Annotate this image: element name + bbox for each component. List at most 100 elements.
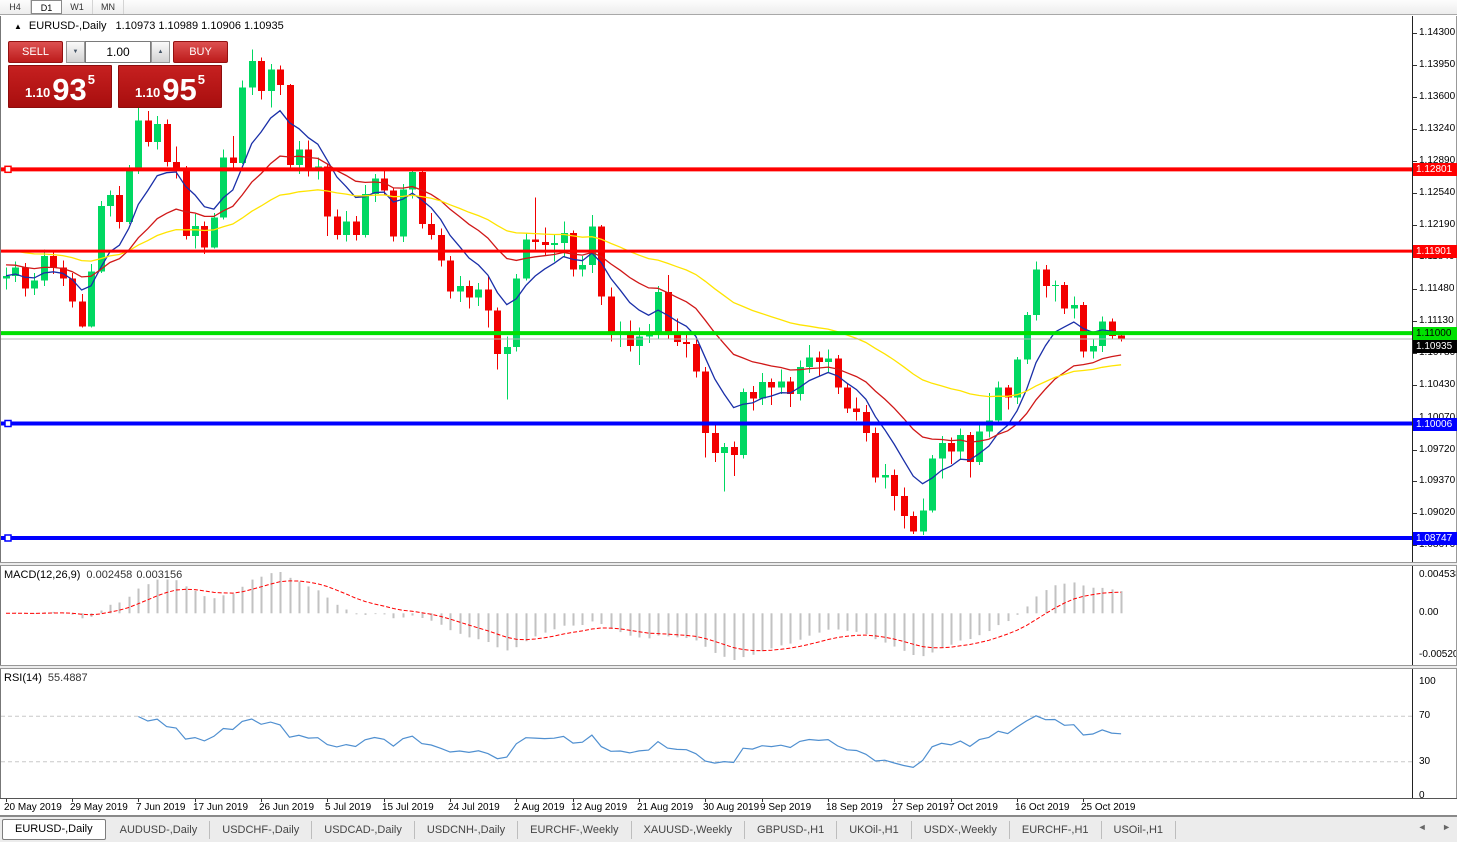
candle-body <box>268 69 275 92</box>
candle-body <box>750 392 757 399</box>
candle-body <box>683 342 690 345</box>
chart-tab-gbpusd-h1[interactable]: GBPUSD-,H1 <box>745 820 838 839</box>
candle-body <box>107 194 114 206</box>
candle-body <box>50 255 57 268</box>
candle-body <box>901 495 908 516</box>
date-tick-mark <box>72 799 73 802</box>
date-label: 25 Oct 2019 <box>1081 802 1136 813</box>
chart-tab-usoil-h1[interactable]: USOil-,H1 <box>1102 820 1177 839</box>
candle-body <box>853 408 860 413</box>
price-tick-label: 1.09020 <box>1419 507 1456 519</box>
candle-body <box>910 515 917 532</box>
volume-input[interactable] <box>85 41 151 63</box>
buy-price-sup: 5 <box>197 72 206 87</box>
price-tick-mark <box>1413 545 1417 546</box>
date-label: 17 Jun 2019 <box>193 802 249 813</box>
timeframe-button-w1[interactable]: W1 <box>62 0 93 14</box>
chart-tab-usdcad-daily[interactable]: USDCAD-,Daily <box>312 820 415 839</box>
candle-body <box>1052 284 1059 286</box>
chart-tab-eurusd-daily[interactable]: EURUSD-,Daily <box>2 819 106 840</box>
volume-decrease-button[interactable]: ▼ <box>66 41 85 63</box>
chart-ohlc-values: 1.10973 1.10989 1.10906 1.10935 <box>115 20 284 32</box>
volume-increase-button[interactable]: ▲ <box>151 41 170 63</box>
date-tick-mark <box>450 799 451 802</box>
sell-button[interactable]: SELL <box>8 41 63 63</box>
candle-body <box>1071 304 1078 309</box>
candle-body <box>220 157 227 218</box>
price-tick-label: 1.13950 <box>1419 58 1456 70</box>
candle-body <box>41 255 48 281</box>
chart-tab-eurchf-h1[interactable]: EURCHF-,H1 <box>1010 820 1102 839</box>
one-click-trade-panel: SELL ▼ ▲ BUY 1.10 93 5 1.10 95 5 <box>8 41 234 108</box>
buy-button[interactable]: BUY <box>173 41 228 63</box>
buy-price-prefix: 1.10 <box>134 85 161 100</box>
support-line-upper-handle[interactable] <box>4 419 12 428</box>
candle-body <box>485 289 492 311</box>
candle-body <box>891 474 898 496</box>
price-tick-mark <box>1413 513 1417 515</box>
tab-nav-left-icon[interactable]: ◄ <box>1417 822 1427 832</box>
macd-value-main: 0.002458 <box>86 569 133 581</box>
date-tick-mark <box>1083 799 1084 802</box>
ma-fast-line <box>5 109 1122 485</box>
candle-body <box>816 357 823 363</box>
candle-body <box>305 149 312 170</box>
candle-body <box>1005 387 1012 398</box>
timeframe-toolbar: H4 D1 W1 MN <box>0 0 1457 15</box>
date-label: 29 May 2019 <box>70 802 128 813</box>
price-tick-label: 1.12190 <box>1419 218 1456 230</box>
candle-body <box>1061 284 1068 309</box>
chart-tab-audusd-daily[interactable]: AUDUSD-,Daily <box>108 820 211 839</box>
price-tick-label: 1.13600 <box>1419 90 1456 102</box>
timeframe-button-d1[interactable]: D1 <box>31 0 62 14</box>
date-label: 15 Jul 2019 <box>382 802 434 813</box>
resistance-line-upper-handle[interactable] <box>4 165 12 174</box>
timeframe-button-mn[interactable]: MN <box>93 0 124 14</box>
sell-price-box[interactable]: 1.10 93 5 <box>8 65 112 108</box>
sell-price-prefix: 1.10 <box>24 85 51 100</box>
chart-tabbar: EURUSD-,Daily AUDUSD-,Daily USDCHF-,Daily U… <box>0 816 1457 842</box>
chart-symbol-title: EURUSD-,Daily <box>28 20 107 32</box>
candle-body <box>598 226 605 297</box>
sell-price-sup: 5 <box>87 72 96 87</box>
macd-rsi-divider[interactable] <box>0 665 1457 669</box>
current-price-tag: 1.10935 <box>1413 340 1457 354</box>
macd-panel-plot[interactable] <box>0 567 1412 666</box>
candle-body <box>787 381 794 395</box>
main-macd-divider[interactable] <box>0 562 1457 566</box>
collapse-triangle-icon[interactable]: ▲ <box>14 22 22 31</box>
support-line-lower-handle[interactable] <box>4 534 12 542</box>
candle-body <box>674 333 681 343</box>
candle-body <box>948 443 955 452</box>
candle-body <box>835 358 842 388</box>
candle-body <box>1118 335 1125 340</box>
tab-nav-right-icon[interactable]: ► <box>1442 822 1451 832</box>
chart-tab-usdchf-daily[interactable]: USDCHF-,Daily <box>210 820 313 839</box>
date-label: 5 Jul 2019 <box>325 802 372 813</box>
candle-body <box>447 260 454 292</box>
candle-body <box>164 123 171 163</box>
chart-tab-usdcnh-daily[interactable]: USDCNH-,Daily <box>415 820 519 839</box>
chart-tab-ukoil-h1[interactable]: UKOil-,H1 <box>837 820 912 839</box>
buy-price-box[interactable]: 1.10 95 5 <box>118 65 222 108</box>
candle-body <box>589 226 596 265</box>
candle-body <box>3 275 10 279</box>
chart-tab-eurchf-weekly[interactable]: EURCHF-,Weekly <box>518 820 632 839</box>
candle-body <box>258 61 265 92</box>
candle-body <box>69 278 76 302</box>
chart-tab-xauusd-weekly[interactable]: XAUUSD-,Weekly <box>632 820 745 839</box>
price-tick-mark <box>1413 353 1417 355</box>
timeframe-button-h4[interactable]: H4 <box>0 0 31 14</box>
candle-body <box>457 285 464 292</box>
chart-tab-usdx-weekly[interactable]: USDX-,Weekly <box>912 820 1010 839</box>
candle-body <box>542 242 549 245</box>
rsi-panel-plot[interactable] <box>0 670 1412 798</box>
candle-body <box>353 221 360 235</box>
candle-body <box>721 446 728 454</box>
price-tag-1.12801: 1.12801 <box>1413 163 1457 177</box>
date-tick-mark <box>138 799 139 802</box>
price-tick-mark <box>1413 289 1417 291</box>
price-tick-label: 1.11130 <box>1419 315 1454 327</box>
